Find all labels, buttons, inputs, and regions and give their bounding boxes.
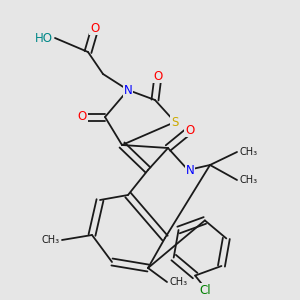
- Text: CH₃: CH₃: [239, 147, 257, 157]
- Text: O: O: [90, 22, 100, 34]
- Text: S: S: [171, 116, 179, 128]
- Text: N: N: [186, 164, 194, 176]
- Text: HO: HO: [35, 32, 53, 44]
- Text: CH₃: CH₃: [239, 175, 257, 185]
- Text: Cl: Cl: [199, 284, 211, 296]
- Text: CH₃: CH₃: [42, 235, 60, 245]
- Text: O: O: [153, 70, 163, 83]
- Text: O: O: [77, 110, 87, 124]
- Text: N: N: [124, 83, 132, 97]
- Text: CH₃: CH₃: [169, 277, 187, 287]
- Text: O: O: [185, 124, 195, 136]
